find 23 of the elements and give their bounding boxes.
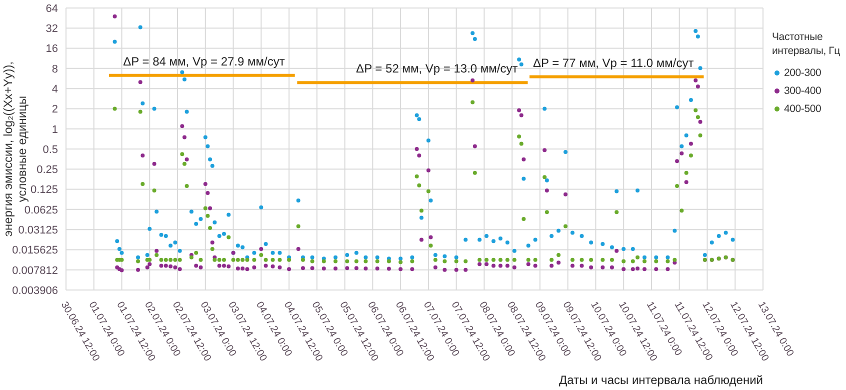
- y-tick-label: 0.0625: [24, 204, 58, 216]
- x-axis-title: Даты и часы интервала наблюдений: [559, 373, 763, 387]
- y-tick-label: 4: [52, 83, 58, 96]
- y-tick-label: 32: [46, 23, 58, 36]
- y-tick-label: 2: [52, 104, 58, 116]
- series-label: ΔP = 77 мм, Vp = 11.0 мм/сут: [532, 56, 694, 70]
- series-label: ΔP = 52 мм, Vp = 13.0 мм/сут: [356, 62, 518, 76]
- y-tick-label: 0.125: [30, 184, 58, 196]
- y-tick-label: 0.007812: [12, 264, 58, 277]
- legend-label: 300-400: [784, 85, 822, 97]
- y-tick-label: 16: [46, 43, 58, 56]
- series-label: ΔP = 84 мм, Vp = 27.9 мм/сут: [123, 54, 286, 68]
- y-tick-label: 8: [52, 63, 58, 76]
- y-tick-label: 0.015625: [12, 244, 58, 257]
- y-tick-label: 0.5: [42, 144, 58, 156]
- y-tick-label: 0.003906: [12, 284, 58, 297]
- legend-label: 400-500: [784, 103, 822, 115]
- y-tick-label: 64: [46, 2, 58, 15]
- y-tick-label: 0.25: [36, 164, 58, 176]
- legend-label: 200-300: [784, 67, 822, 79]
- legend-title: Частотные интервалы, Гц: [772, 30, 841, 58]
- y-tick-label: 0.03125: [18, 224, 58, 236]
- y-tick-label: 1: [52, 124, 58, 136]
